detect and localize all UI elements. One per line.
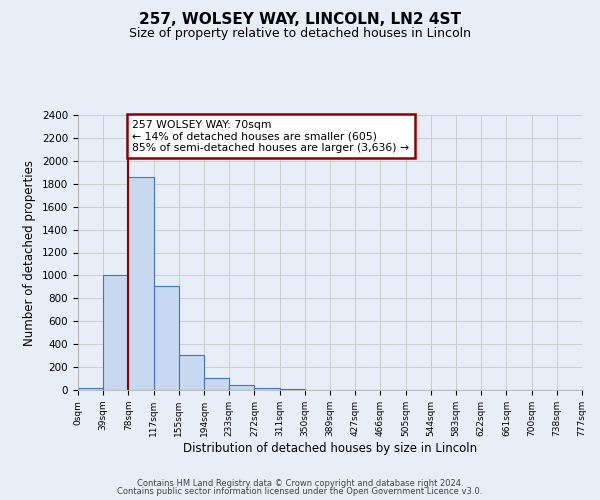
Text: Contains public sector information licensed under the Open Government Licence v3: Contains public sector information licen…: [118, 487, 482, 496]
Bar: [229, 385, 254, 390]
Bar: [78, 388, 103, 390]
Bar: [280, 388, 305, 390]
Text: Contains HM Land Registry data © Crown copyright and database right 2024.: Contains HM Land Registry data © Crown c…: [137, 478, 463, 488]
Text: Size of property relative to detached houses in Lincoln: Size of property relative to detached ho…: [129, 28, 471, 40]
Bar: [128, 177, 154, 390]
Bar: [103, 275, 128, 390]
Text: 257, WOLSEY WAY, LINCOLN, LN2 4ST: 257, WOLSEY WAY, LINCOLN, LN2 4ST: [139, 12, 461, 28]
Text: 257 WOLSEY WAY: 70sqm
← 14% of detached houses are smaller (605)
85% of semi-det: 257 WOLSEY WAY: 70sqm ← 14% of detached …: [132, 120, 409, 153]
Bar: [204, 378, 229, 390]
X-axis label: Distribution of detached houses by size in Lincoln: Distribution of detached houses by size …: [183, 442, 477, 454]
Bar: [254, 388, 280, 390]
Bar: [154, 286, 179, 390]
Y-axis label: Number of detached properties: Number of detached properties: [23, 160, 37, 346]
Bar: [179, 355, 204, 390]
